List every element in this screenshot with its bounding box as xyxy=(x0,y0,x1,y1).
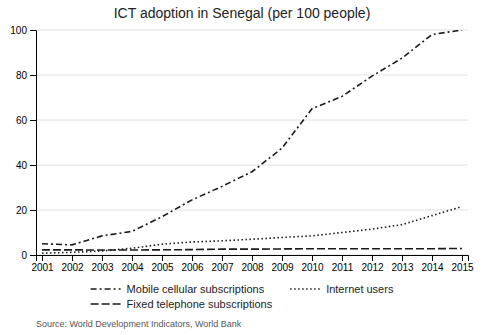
x-tick-mark xyxy=(162,255,163,261)
grid-line xyxy=(36,30,468,31)
x-tick-mark xyxy=(42,255,43,261)
x-tick: 2001 xyxy=(31,255,54,273)
series-line xyxy=(42,207,462,254)
x-tick: 2015 xyxy=(451,255,474,273)
y-tick-mark xyxy=(30,165,36,166)
legend-label: Mobile cellular subscriptions xyxy=(127,283,265,295)
series-line xyxy=(42,30,462,245)
legend-label: Fixed telephone subscriptions xyxy=(127,298,273,310)
grid-line xyxy=(36,165,468,166)
x-tick: 2012 xyxy=(361,255,384,273)
x-tick: 2011 xyxy=(332,255,354,273)
legend-item: Internet users xyxy=(290,283,394,295)
x-tick-mark xyxy=(72,255,73,261)
x-tick-mark xyxy=(192,255,193,261)
x-tick: 2013 xyxy=(391,255,414,273)
x-tick: 2007 xyxy=(211,255,234,273)
plot: 2001200220032004200520062007200820092010… xyxy=(10,25,474,273)
x-tick-label: 2012 xyxy=(361,262,384,273)
y-tick-label: 40 xyxy=(16,160,28,171)
y-tick: 60 xyxy=(16,115,36,126)
x-tick-mark xyxy=(462,255,463,261)
y-tick-mark xyxy=(30,255,36,256)
y-tick-mark xyxy=(30,30,36,31)
x-tick-mark xyxy=(102,255,103,261)
y-axis-line xyxy=(30,31,37,256)
x-tick-mark xyxy=(252,255,253,261)
x-tick-label: 2002 xyxy=(61,262,84,273)
x-tick-label: 2010 xyxy=(301,262,324,273)
lines xyxy=(42,30,462,253)
legend-item: Fixed telephone subscriptions xyxy=(91,298,273,310)
y-tick: 40 xyxy=(16,160,36,171)
legend-swatch xyxy=(290,288,320,290)
x-tick-label: 2013 xyxy=(391,262,414,273)
x-tick: 2014 xyxy=(421,255,444,273)
x-tick-mark xyxy=(312,255,313,261)
x-tick-label: 2011 xyxy=(332,262,354,273)
y-tick-label: 100 xyxy=(10,25,27,36)
y-tick-label: 0 xyxy=(21,250,27,261)
legend-item: Mobile cellular subscriptions xyxy=(91,283,265,295)
y-tick-label: 20 xyxy=(16,205,28,216)
x-tick-label: 2014 xyxy=(421,262,444,273)
grid-line xyxy=(36,75,468,76)
y-tick: 0 xyxy=(21,250,36,261)
x-tick-mark xyxy=(282,255,283,261)
title: ICT adoption in Senegal (per 100 people) xyxy=(114,5,371,21)
y-tick-mark xyxy=(30,120,36,121)
y-tick-label: 60 xyxy=(16,115,28,126)
x-tick-label: 2004 xyxy=(121,262,144,273)
y-tick: 100 xyxy=(10,25,36,36)
x-tick-mark xyxy=(402,255,403,261)
x-tick-mark xyxy=(342,255,343,261)
grid-line xyxy=(36,210,468,211)
annotation: Source: World Development Indicators, Wo… xyxy=(36,319,242,329)
x-tick: 2009 xyxy=(271,255,294,273)
x-tick: 2005 xyxy=(151,255,174,273)
x-tick: 2010 xyxy=(301,255,324,273)
x-tick-label: 2008 xyxy=(241,262,264,273)
x-tick-label: 2001 xyxy=(31,262,54,273)
x-tick: 2002 xyxy=(61,255,84,273)
y-tick: 20 xyxy=(16,205,36,216)
x-tick-label: 2007 xyxy=(211,262,234,273)
x-tick-mark xyxy=(372,255,373,261)
x-axis-line xyxy=(37,256,469,262)
x-tick-mark xyxy=(132,255,133,261)
x-tick: 2003 xyxy=(91,255,114,273)
y-tick-mark xyxy=(30,75,36,76)
grid xyxy=(36,30,468,255)
chart: 2001200220032004200520062007200820092010… xyxy=(0,0,484,335)
x-tick: 2006 xyxy=(181,255,204,273)
x-tick-mark xyxy=(222,255,223,261)
legend: Mobile cellular subscriptions Internet us… xyxy=(91,283,394,310)
x-tick-label: 2005 xyxy=(151,262,174,273)
x-tick-label: 2009 xyxy=(271,262,294,273)
y-tick-mark xyxy=(30,210,36,211)
legend-swatch xyxy=(91,288,121,290)
y-tick: 80 xyxy=(16,70,36,81)
y-tick-label: 80 xyxy=(16,70,28,81)
x-axis: 2001 2002 2003 2004 2005 2006 2007 2008 2009 2010… xyxy=(31,255,474,273)
x-tick-label: 2006 xyxy=(181,262,204,273)
x-tick: 2008 xyxy=(241,255,264,273)
grid-line xyxy=(36,120,468,121)
legend-label: Internet users xyxy=(326,283,394,295)
x-tick-mark xyxy=(432,255,433,261)
y-axis: 0 20 40 60 80 100 xyxy=(10,25,36,261)
x-tick-label: 2003 xyxy=(91,262,114,273)
x-tick-label: 2015 xyxy=(451,262,474,273)
series-line xyxy=(42,248,462,250)
legend-swatch xyxy=(91,303,121,305)
x-tick: 2004 xyxy=(121,255,144,273)
